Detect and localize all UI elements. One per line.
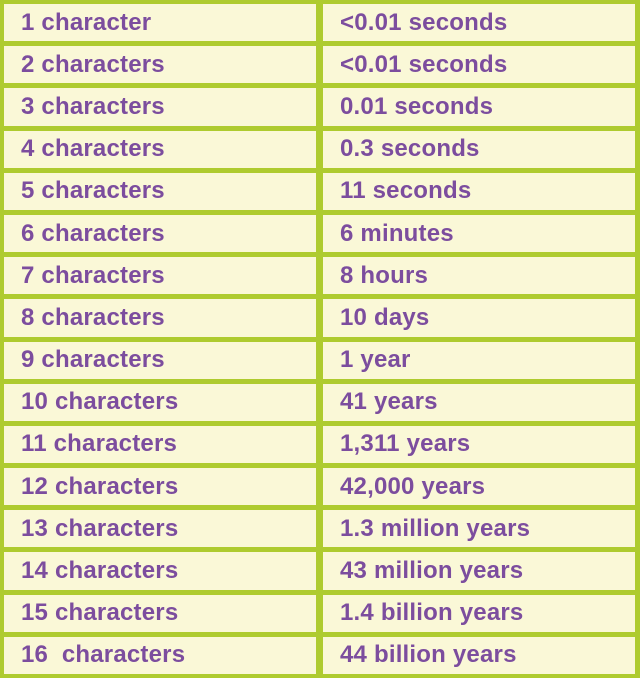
crack-time-cell: 8 hours xyxy=(323,257,635,295)
char-count-cell: 16 characters xyxy=(4,636,316,674)
crack-time-cell: 44 billion years xyxy=(323,636,635,674)
char-count-cell: 6 characters xyxy=(4,214,316,253)
crack-time-cell: 1,311 years xyxy=(323,425,635,464)
crack-time-cell: 41 years xyxy=(323,383,635,421)
char-count-cell: 14 characters xyxy=(4,552,316,590)
char-count-cell: 13 characters xyxy=(4,510,316,548)
char-count-cell: 11 characters xyxy=(4,425,316,464)
char-count-cell: 3 characters xyxy=(4,88,316,126)
char-count-cell: 1 character xyxy=(4,4,316,42)
char-count-cell: 12 characters xyxy=(4,468,316,506)
crack-time-cell: 1.4 billion years xyxy=(323,594,635,632)
crack-time-cell: 1.3 million years xyxy=(323,510,635,548)
crack-time-cell: 43 million years xyxy=(323,552,635,590)
char-count-cell: 9 characters xyxy=(4,341,316,379)
char-count-cell: 5 characters xyxy=(4,172,316,210)
char-count-cell: 4 characters xyxy=(4,130,316,168)
crack-time-cell: 6 minutes xyxy=(323,214,635,253)
char-count-cell: 10 characters xyxy=(4,383,316,421)
crack-time-cell: 10 days xyxy=(323,299,635,337)
crack-time-cell: 0.01 seconds xyxy=(323,88,635,126)
crack-time-cell: 11 seconds xyxy=(323,172,635,210)
crack-time-cell: 0.3 seconds xyxy=(323,130,635,168)
char-count-cell: 2 characters xyxy=(4,46,316,84)
crack-time-cell: <0.01 seconds xyxy=(323,46,635,84)
char-count-cell: 15 characters xyxy=(4,594,316,632)
crack-time-cell: 42,000 years xyxy=(323,468,635,506)
crack-time-cell: 1 year xyxy=(323,341,635,379)
char-count-cell: 8 characters xyxy=(4,299,316,337)
char-count-cell: 7 characters xyxy=(4,257,316,295)
crack-time-cell: <0.01 seconds xyxy=(323,4,635,42)
